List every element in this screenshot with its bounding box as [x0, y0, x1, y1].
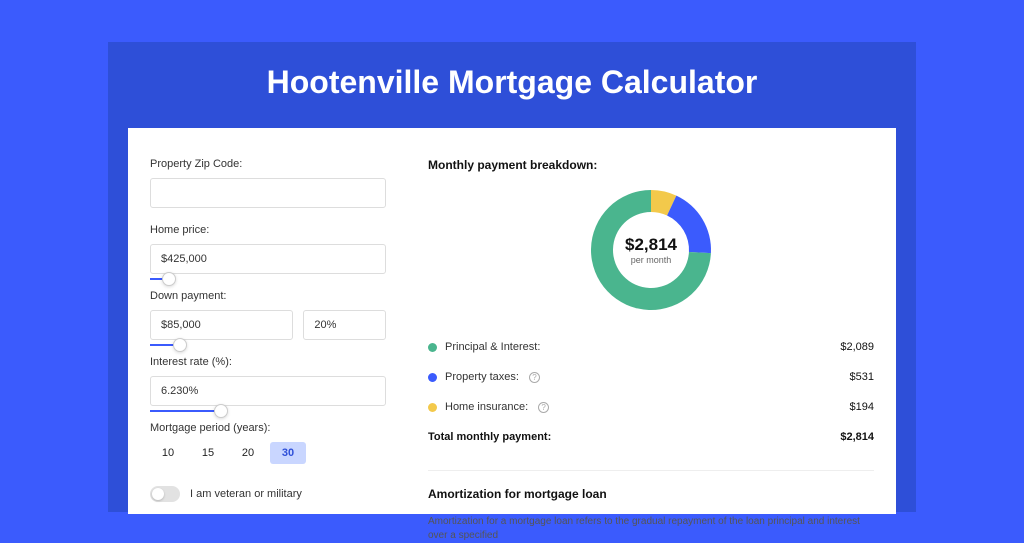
breakdown-header: Monthly payment breakdown: — [428, 158, 874, 172]
veteran-toggle-row: I am veteran or military — [150, 486, 386, 502]
veteran-toggle[interactable] — [150, 486, 180, 502]
period-option-20[interactable]: 20 — [230, 442, 266, 464]
legend-dot-0 — [428, 343, 437, 352]
legend-list: Principal & Interest: $2,089 Property taxe… — [428, 332, 874, 422]
down-payment-percent-input[interactable] — [303, 310, 386, 340]
legend-value-1: $531 — [850, 371, 874, 383]
info-icon[interactable]: ? — [529, 372, 540, 383]
info-icon[interactable]: ? — [538, 402, 549, 413]
legend-total-label: Total monthly payment: — [428, 431, 551, 443]
veteran-label: I am veteran or military — [190, 488, 302, 500]
amortization-header: Amortization for mortgage loan — [428, 487, 874, 501]
interest-slider-track[interactable] — [150, 410, 221, 412]
legend-total-left: Total monthly payment: — [428, 431, 551, 443]
period-option-15[interactable]: 15 — [190, 442, 226, 464]
legend-left-0: Principal & Interest: — [428, 341, 540, 353]
legend-row-2: Home insurance:? $194 — [428, 392, 874, 422]
interest-input[interactable] — [150, 376, 386, 406]
interest-slider-thumb[interactable] — [214, 404, 228, 418]
legend-value-2: $194 — [850, 401, 874, 413]
donut-chart: $2,814 per month — [587, 186, 715, 314]
period-options: 10152030 — [150, 442, 386, 464]
down-payment-field-group: Down payment: — [150, 290, 386, 340]
legend-row-1: Property taxes:? $531 — [428, 362, 874, 392]
amortization-text: Amortization for a mortgage loan refers … — [428, 515, 874, 543]
interest-field-group: Interest rate (%): — [150, 356, 386, 406]
down-payment-slider-thumb[interactable] — [173, 338, 187, 352]
breakdown-panel: Monthly payment breakdown: $2,814 per mo… — [408, 128, 896, 514]
period-option-10[interactable]: 10 — [150, 442, 186, 464]
veteran-toggle-knob — [152, 488, 164, 500]
legend-label-0: Principal & Interest: — [445, 341, 540, 353]
legend-left-2: Home insurance:? — [428, 401, 549, 413]
period-option-30[interactable]: 30 — [270, 442, 306, 464]
donut-center-label: per month — [625, 255, 677, 265]
home-price-input[interactable] — [150, 244, 386, 274]
amortization-section: Amortization for mortgage loan Amortizat… — [428, 470, 874, 543]
interest-label: Interest rate (%): — [150, 356, 386, 368]
form-panel: Property Zip Code: Home price: Down paym… — [128, 128, 408, 514]
down-payment-amount-input[interactable] — [150, 310, 293, 340]
donut-container: $2,814 per month — [428, 186, 874, 314]
legend-row-0: Principal & Interest: $2,089 — [428, 332, 874, 362]
home-price-slider-thumb[interactable] — [162, 272, 176, 286]
zip-input[interactable] — [150, 178, 386, 208]
legend-dot-2 — [428, 403, 437, 412]
page-title: Hootenville Mortgage Calculator — [0, 64, 1024, 101]
legend-value-0: $2,089 — [840, 341, 874, 353]
legend-left-1: Property taxes:? — [428, 371, 540, 383]
period-field-group: Mortgage period (years): 10152030 — [150, 422, 386, 464]
period-label: Mortgage period (years): — [150, 422, 386, 434]
legend-label-2: Home insurance: — [445, 401, 528, 413]
down-payment-inputs — [150, 310, 386, 340]
legend-label-1: Property taxes: — [445, 371, 519, 383]
zip-label: Property Zip Code: — [150, 158, 386, 170]
home-price-label: Home price: — [150, 224, 386, 236]
legend-dot-1 — [428, 373, 437, 382]
donut-center: $2,814 per month — [625, 235, 677, 265]
home-price-field-group: Home price: — [150, 224, 386, 274]
calculator-card: Property Zip Code: Home price: Down paym… — [128, 128, 896, 514]
legend-total-row: Total monthly payment: $2,814 — [428, 422, 874, 452]
donut-center-value: $2,814 — [625, 235, 677, 255]
legend-total-value: $2,814 — [840, 431, 874, 443]
zip-field-group: Property Zip Code: — [150, 158, 386, 208]
down-payment-label: Down payment: — [150, 290, 386, 302]
